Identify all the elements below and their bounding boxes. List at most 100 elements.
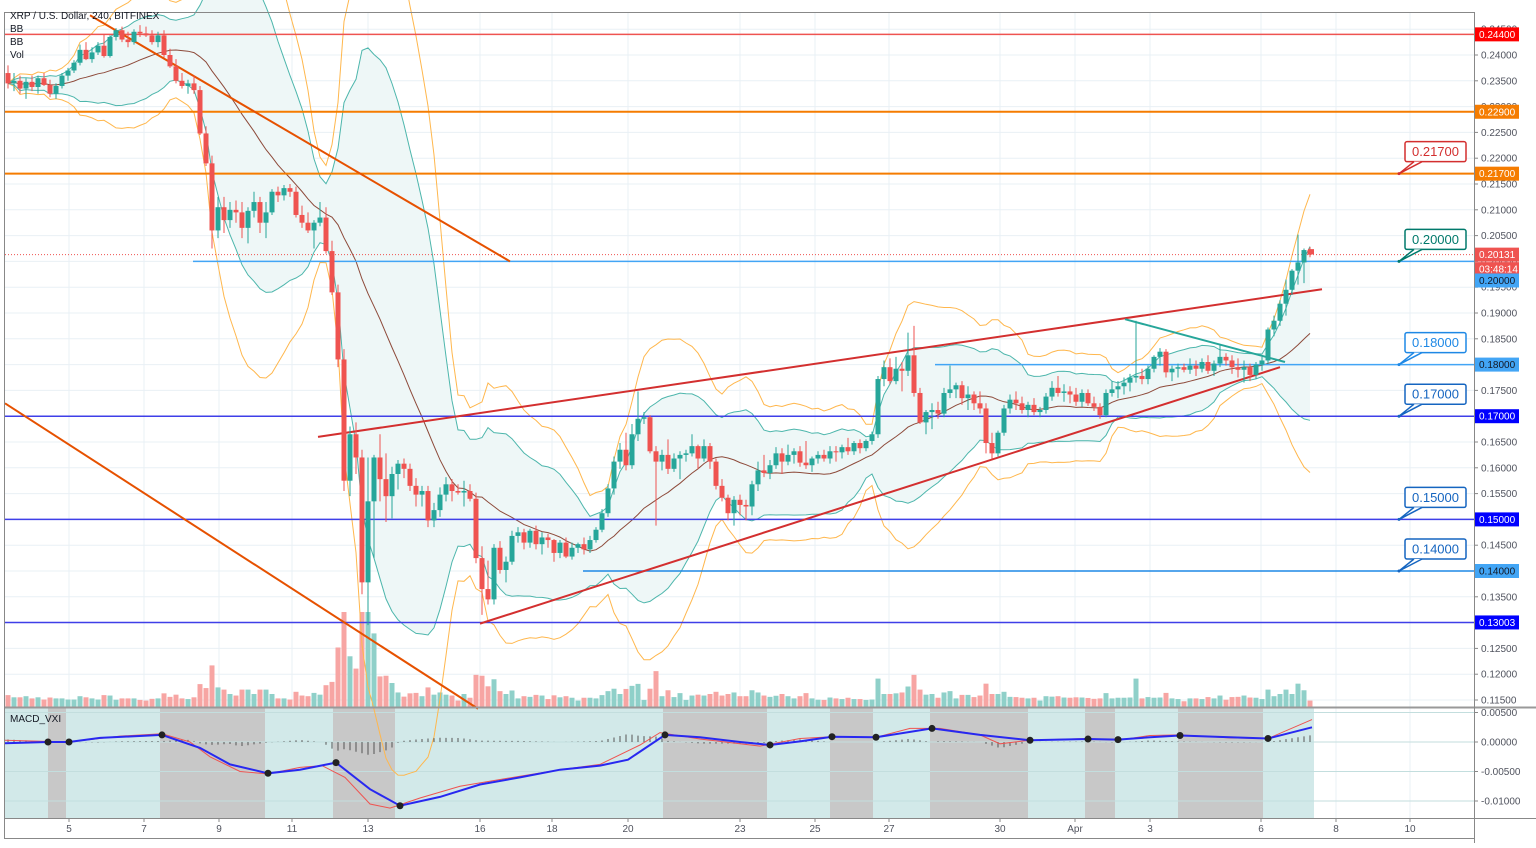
volume-bar [1110, 698, 1115, 707]
volume-bar [978, 696, 983, 707]
volume-bar [252, 694, 257, 707]
candle-body [462, 491, 467, 493]
candle-body [1092, 403, 1097, 407]
volume-bar [768, 697, 773, 707]
volume-bar [690, 696, 695, 707]
candle-body [858, 443, 863, 448]
candle-body [1164, 352, 1169, 373]
candle-body [468, 491, 473, 499]
candle-body [1080, 393, 1085, 402]
volume-bar [1122, 698, 1127, 707]
macd-crossover-dot [45, 739, 52, 746]
volume-bar [1038, 701, 1043, 707]
time-tick-label: 6 [1258, 824, 1264, 835]
macd-crossover-dot [333, 759, 340, 766]
volume-bar [654, 671, 659, 707]
volume-bar [726, 694, 731, 707]
volume-bar [540, 696, 545, 707]
volume-bar [606, 691, 611, 707]
volume-bar [6, 695, 11, 707]
candle-body [270, 192, 275, 213]
volume-bar [216, 687, 221, 707]
candle-body [774, 453, 779, 465]
volume-bar [1248, 698, 1253, 707]
volume-bar [456, 701, 461, 707]
candle-body [1212, 364, 1217, 371]
callout-text: 0.15000 [1412, 490, 1459, 505]
volume-bar [612, 689, 617, 707]
macd-label[interactable]: MACD_VXI [10, 714, 61, 725]
candle-body [966, 395, 971, 399]
candle-body [240, 212, 245, 227]
candle-body [360, 457, 365, 582]
candle-body [528, 531, 533, 543]
volume-bar [582, 698, 587, 707]
candle-body [768, 465, 773, 473]
candle-body [1014, 400, 1019, 404]
volume-bar [198, 684, 203, 707]
volume-bar [996, 694, 1001, 707]
candle-body [780, 453, 785, 461]
candle-body [252, 202, 257, 211]
volume-bar [114, 700, 119, 707]
volume-bar [258, 690, 263, 707]
volume-bar [48, 698, 53, 707]
time-tick-label: 8 [1333, 824, 1339, 835]
price-tick-label: 0.12000 [1481, 670, 1518, 681]
volume-bar [588, 698, 593, 707]
symbol-title[interactable]: XRP / U.S. Dollar, 240, BITFINEX [10, 10, 159, 23]
candle-body [1290, 271, 1295, 290]
candle-body [510, 536, 515, 562]
volume-bar [480, 676, 485, 707]
candle-body [750, 484, 755, 506]
candle-body [1056, 388, 1061, 393]
price-label-text: 0.15000 [1479, 515, 1516, 526]
price-tick-label: 0.13500 [1481, 592, 1518, 603]
volume-bar [276, 698, 281, 707]
candle-body [972, 395, 977, 404]
volume-bar [1056, 696, 1061, 707]
volume-bar [1212, 698, 1217, 707]
candle-body [312, 223, 317, 231]
indicator-volume[interactable]: Vol [10, 49, 159, 62]
candle-body [1224, 357, 1229, 361]
volume-bar [132, 698, 137, 707]
volume-bar [1302, 690, 1307, 707]
volume-bar [450, 696, 455, 707]
candle-body [924, 412, 929, 422]
volume-bar [912, 675, 917, 707]
candle-body [1254, 365, 1259, 375]
volume-bar [354, 669, 359, 707]
callout-text: 0.17000 [1412, 387, 1459, 402]
volume-bar [918, 690, 923, 707]
volume-bar [966, 695, 971, 707]
volume-bar [84, 697, 89, 707]
candle-body [60, 76, 65, 86]
candle-body [624, 450, 629, 465]
volume-bar [948, 691, 953, 707]
volume-bar [516, 698, 521, 707]
price-label-text: 0.21700 [1479, 169, 1516, 180]
indicator-bb-1[interactable]: BB [10, 23, 159, 36]
candle-body [852, 443, 857, 451]
volume-bar [222, 690, 227, 707]
candle-body [1050, 388, 1055, 397]
volume-bar [1068, 698, 1073, 707]
time-tick-label: 13 [362, 824, 374, 835]
indicator-bb-2[interactable]: BB [10, 36, 159, 49]
volume-bar [624, 689, 629, 707]
candle-body [348, 434, 353, 480]
volume-bar [876, 679, 881, 707]
candle-body [342, 359, 347, 480]
candle-body [732, 500, 737, 513]
candle-body [276, 192, 281, 196]
candle-body [1098, 407, 1103, 415]
time-tick-label: 5 [66, 824, 72, 835]
candle-body [822, 455, 827, 459]
candle-body [816, 455, 821, 459]
candle-body [564, 543, 569, 557]
candle-body [900, 369, 905, 371]
volume-bar [1008, 697, 1013, 707]
